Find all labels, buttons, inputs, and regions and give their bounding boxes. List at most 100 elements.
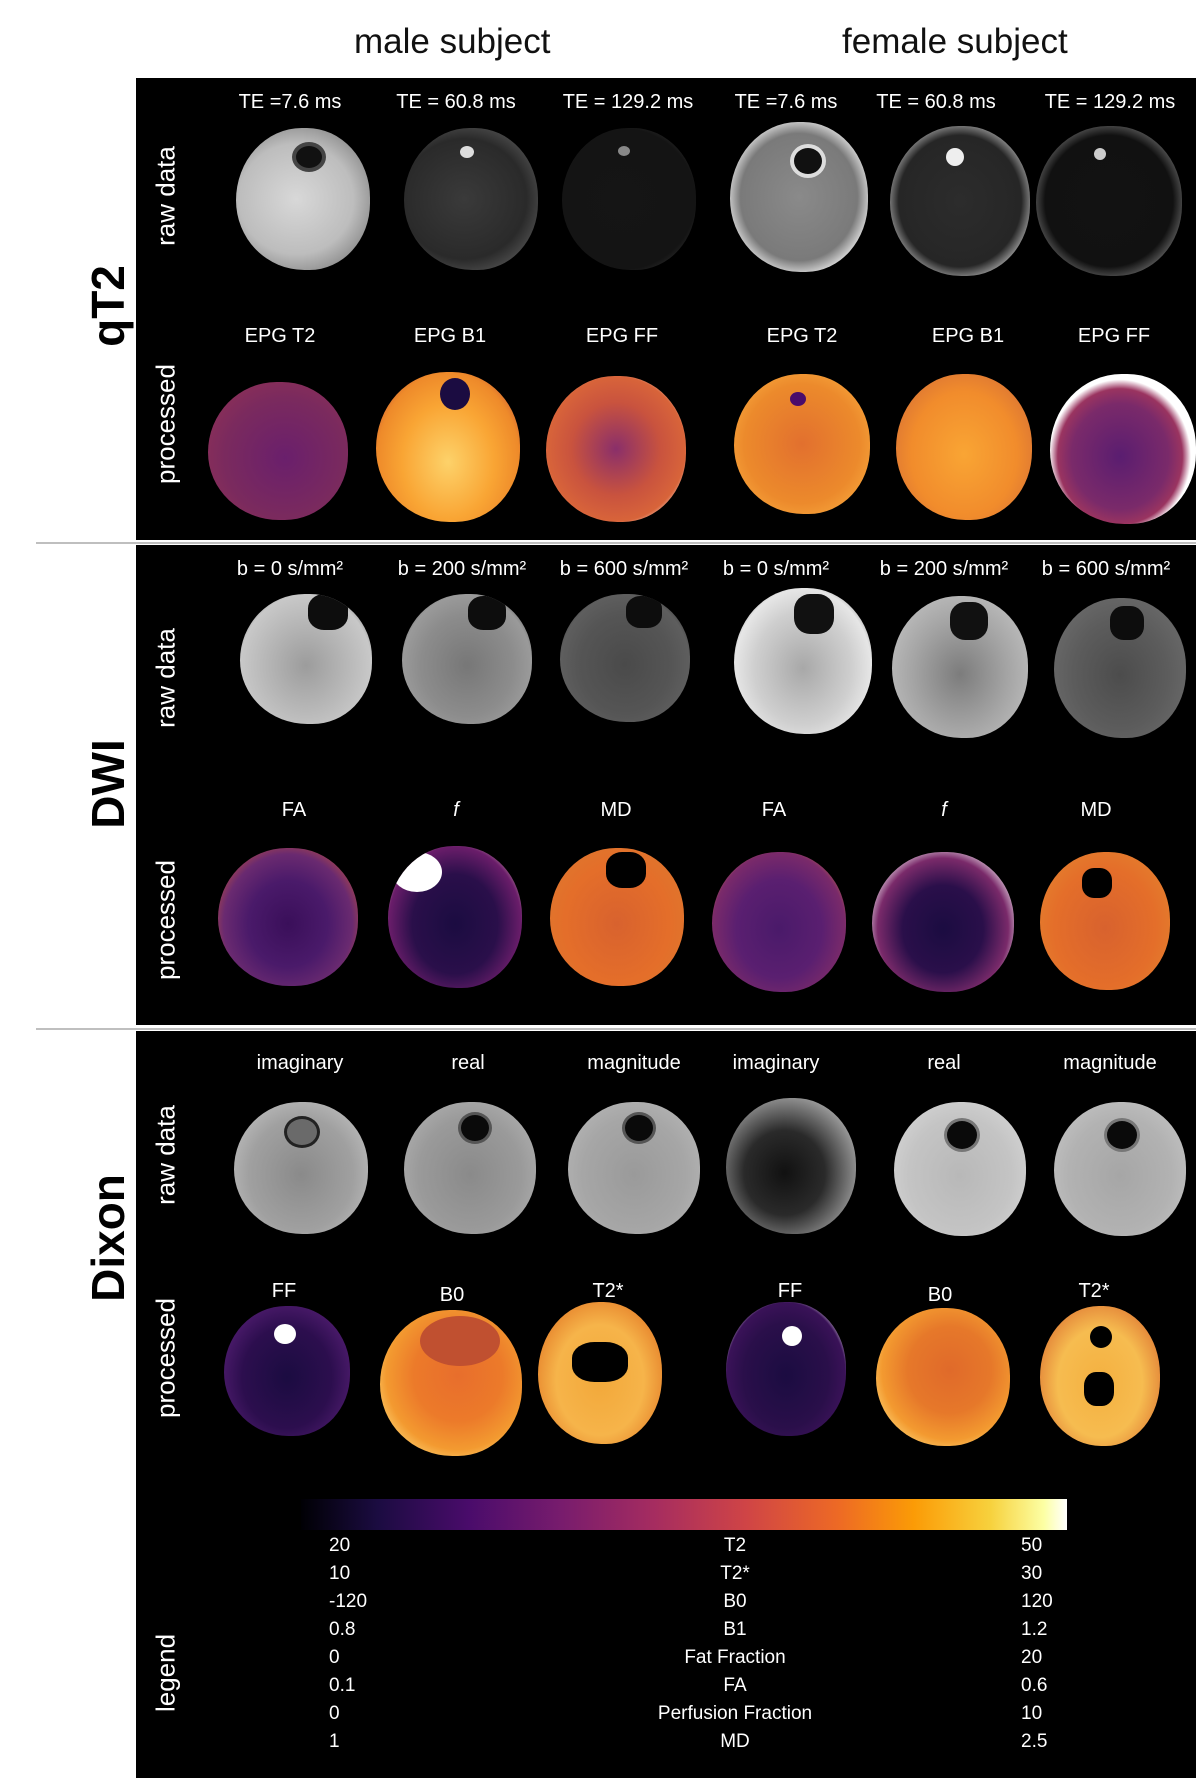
mri-image-dixon-raw-female-magnitude — [1054, 1102, 1186, 1236]
legend-max: 0.6 — [1021, 1675, 1048, 1696]
legend-min: 10 — [329, 1563, 351, 1584]
parameter-map-fa-female — [712, 852, 846, 992]
legend-max: 20 — [1021, 1647, 1043, 1668]
mri-image-qt2-raw-female-te60 — [890, 126, 1030, 276]
row-label-raw-data: raw data — [150, 146, 181, 246]
mri-image-qt2-raw-male-te129 — [562, 128, 696, 270]
legend-min: 0 — [329, 1647, 340, 1668]
row-label-legend: legend — [150, 1633, 181, 1713]
mri-image-qt2-raw-male-te7 — [236, 128, 370, 270]
col-label: B0 — [927, 1284, 953, 1306]
parameter-map-md-male — [550, 848, 684, 986]
mri-image-dwi-raw-male-b200 — [402, 594, 532, 724]
parameter-map-epg-ff-male — [546, 376, 686, 522]
col-label: TE =7.6 ms — [734, 91, 838, 113]
col-label: TE =7.6 ms — [238, 91, 342, 113]
legend-max: 50 — [1021, 1535, 1043, 1556]
legend-min: 1 — [329, 1731, 340, 1752]
col-label: magnitude — [1063, 1052, 1157, 1074]
col-label: MD — [1080, 799, 1112, 821]
legend-max: 2.5 — [1021, 1731, 1048, 1752]
mri-image-dixon-raw-female-imaginary — [726, 1098, 856, 1234]
legend-max: 30 — [1021, 1563, 1043, 1584]
mri-image-qt2-raw-female-te7 — [730, 122, 868, 272]
parameter-map-t2star-male — [538, 1302, 662, 1444]
col-label: TE = 129.2 ms — [1044, 91, 1176, 113]
section-label-dwi: DWI — [82, 739, 134, 829]
mri-image-dwi-raw-male-b0 — [240, 594, 372, 724]
parameter-map-f-female — [872, 852, 1014, 992]
parameter-map-epg-b1-female — [896, 374, 1032, 520]
col-label: imaginary — [732, 1052, 820, 1074]
mri-image-dwi-raw-female-b600 — [1054, 598, 1186, 738]
legend-min: -120 — [329, 1591, 368, 1612]
col-label: b = 600 s/mm² — [559, 558, 689, 580]
mri-image-dixon-raw-male-imaginary — [234, 1102, 368, 1234]
col-label: EPG B1 — [413, 325, 487, 347]
col-label: imaginary — [256, 1052, 344, 1074]
col-label: real — [451, 1052, 485, 1074]
mri-image-dwi-raw-female-b200 — [892, 596, 1028, 738]
col-label: EPG FF — [585, 325, 659, 347]
mri-image-dixon-raw-male-real — [404, 1102, 536, 1234]
parameter-map-t2star-female — [1040, 1306, 1160, 1446]
parameter-map-epg-t2-male — [208, 382, 348, 520]
legend-max: 120 — [1021, 1591, 1053, 1612]
parameter-map-ff-male — [224, 1306, 350, 1436]
col-label: EPG T2 — [766, 325, 838, 347]
parameter-map-f-male — [388, 846, 522, 988]
legend-parameter: FA — [723, 1675, 747, 1696]
parameter-map-b0-female — [876, 1308, 1010, 1446]
male-subject-header: male subject — [354, 22, 551, 61]
col-label: f — [453, 799, 459, 821]
legend-parameter: Perfusion Fraction — [657, 1703, 813, 1724]
col-label: b = 600 s/mm² — [1041, 558, 1171, 580]
col-label: b = 200 s/mm² — [397, 558, 527, 580]
mri-image-dixon-raw-male-magnitude — [568, 1102, 700, 1234]
col-label: magnitude — [587, 1052, 681, 1074]
section-label-qt2: qT2 — [82, 265, 134, 347]
col-label: TE = 60.8 ms — [876, 91, 996, 113]
col-label: MD — [600, 799, 632, 821]
parameter-map-epg-b1-male — [376, 372, 520, 522]
col-label: EPG FF — [1077, 325, 1151, 347]
section-divider — [36, 1028, 1196, 1030]
row-label-processed: processed — [150, 1298, 181, 1418]
col-label: b = 0 s/mm² — [236, 558, 344, 580]
mri-image-dwi-raw-female-b0 — [734, 588, 872, 734]
legend-min: 0.8 — [329, 1619, 356, 1640]
col-label: FF — [777, 1280, 803, 1302]
colormap-bar — [301, 1499, 1067, 1530]
col-label: f — [941, 799, 947, 821]
col-label: FF — [271, 1280, 297, 1302]
mri-image-qt2-raw-male-te60 — [404, 128, 538, 270]
legend-min: 0.1 — [329, 1675, 356, 1696]
mri-image-dixon-raw-female-real — [894, 1102, 1026, 1236]
parameter-map-epg-ff-female — [1050, 374, 1196, 524]
legend-max: 1.2 — [1021, 1619, 1048, 1640]
legend-parameter: B0 — [723, 1591, 747, 1612]
col-label: b = 200 s/mm² — [879, 558, 1009, 580]
col-label: B0 — [439, 1284, 465, 1306]
mri-image-qt2-raw-female-te129 — [1036, 126, 1182, 276]
col-label: b = 0 s/mm² — [722, 558, 830, 580]
female-subject-header: female subject — [842, 22, 1068, 61]
col-label: EPG B1 — [931, 325, 1005, 347]
parameter-map-fa-male — [218, 848, 358, 986]
col-label: EPG T2 — [244, 325, 316, 347]
parameter-map-epg-t2-female — [734, 374, 870, 514]
legend-max: 10 — [1021, 1703, 1043, 1724]
legend-parameter: T2* — [720, 1563, 750, 1584]
col-label: T2* — [592, 1280, 624, 1302]
col-label: TE = 60.8 ms — [396, 91, 516, 113]
legend-parameter: Fat Fraction — [684, 1647, 786, 1668]
col-label: T2* — [1078, 1280, 1110, 1302]
row-label-processed: processed — [150, 860, 181, 980]
legend-parameter: MD — [720, 1731, 750, 1752]
col-label: FA — [281, 799, 307, 821]
col-label: TE = 129.2 ms — [562, 91, 694, 113]
parameter-map-md-female — [1040, 852, 1170, 990]
legend-parameter: T2 — [723, 1535, 747, 1556]
legend-min: 0 — [329, 1703, 340, 1724]
section-divider — [36, 542, 1196, 544]
